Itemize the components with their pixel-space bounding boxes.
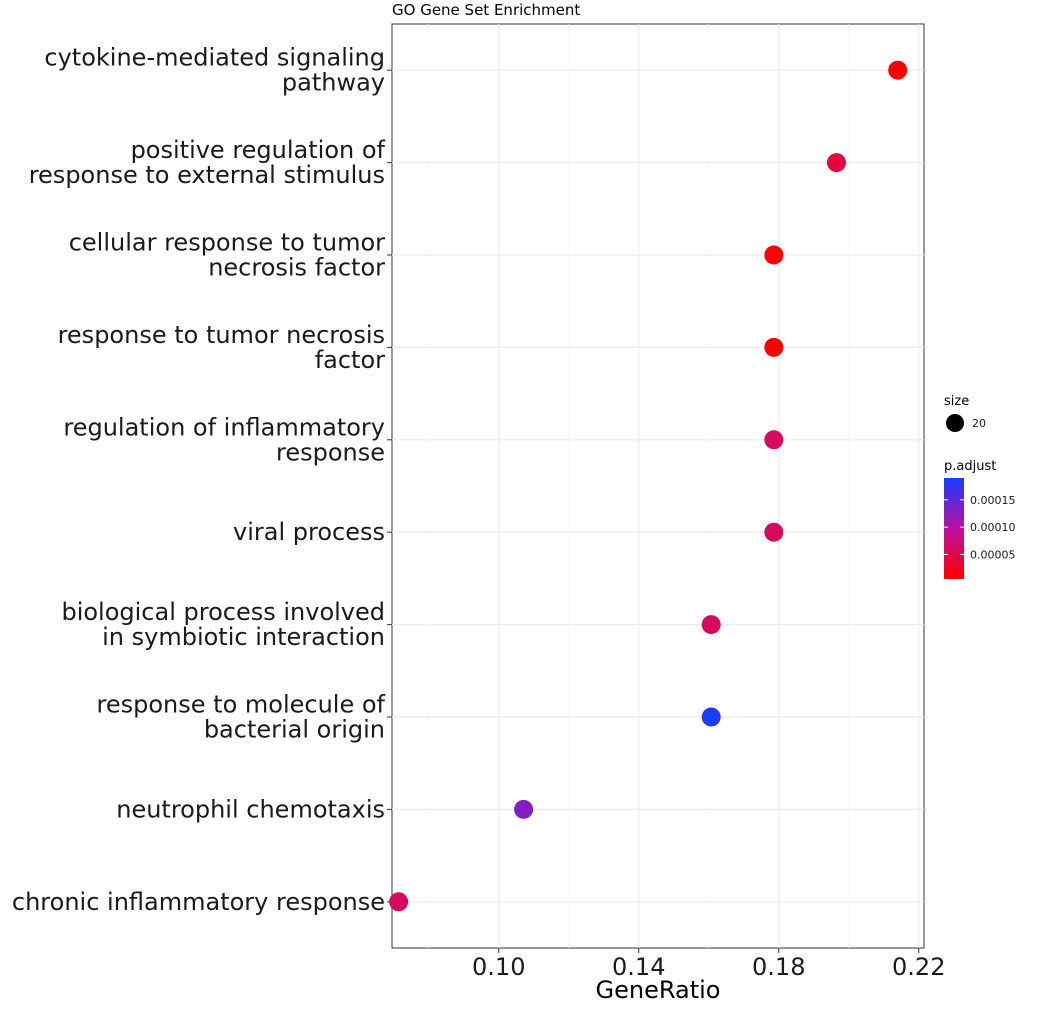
- legend-size-point: [946, 414, 964, 432]
- colorbar-tick-label: 0.00010: [970, 521, 1016, 534]
- legend-size-title: size: [944, 394, 969, 409]
- y-axis-ticks: [387, 69, 392, 903]
- category-label: neutrophil chemotaxis: [116, 795, 385, 823]
- grid-lines: [392, 24, 924, 948]
- legend-colorbar-ticks: 0.00015 0.00010 0.00005: [944, 494, 1016, 561]
- data-point: [701, 707, 721, 727]
- data-point: [514, 799, 534, 819]
- category-label: positive regulation of response to extern…: [29, 136, 386, 189]
- data-point: [827, 153, 846, 173]
- category-label: biological process involved in symbiotic …: [61, 598, 385, 651]
- data-point: [764, 337, 784, 357]
- x-tick-label: 0.22: [892, 953, 945, 981]
- colorbar-tick-label: 0.00015: [970, 494, 1016, 507]
- chart-title: GO Gene Set Enrichment: [392, 1, 580, 19]
- category-label: viral process: [233, 518, 385, 546]
- y-axis-labels: cytokine-mediated signaling pathway positi…: [12, 44, 386, 916]
- category-label: chronic inflammatory response: [12, 888, 385, 916]
- plot-panel: [391, 23, 925, 949]
- data-point: [888, 60, 908, 80]
- x-tick-label: 0.18: [752, 953, 805, 981]
- data-point: [701, 615, 721, 635]
- legend-colorbar: [944, 478, 964, 579]
- category-label: regulation of inflammatory response: [63, 413, 385, 466]
- category-label: cytokine-mediated signaling pathway: [44, 44, 385, 97]
- data-points: [389, 60, 908, 912]
- colorbar-tick-label: 0.00005: [970, 548, 1016, 561]
- category-label: response to tumor necrosis factor: [58, 321, 386, 374]
- category-label: response to molecule of bacterial origin: [97, 691, 386, 744]
- x-axis-title: GeneRatio: [596, 976, 721, 1004]
- legend: size 20 p.adjust 0.00015 0.00010 0.00005: [944, 394, 1016, 579]
- category-label: cellular response to tumor necrosis facto…: [69, 229, 385, 282]
- data-point: [764, 430, 784, 450]
- data-point: [764, 522, 784, 542]
- x-tick-label: 0.14: [612, 953, 665, 981]
- x-axis-ticks: 0.10 0.14 0.18 0.22: [472, 948, 945, 981]
- legend-color-title: p.adjust: [944, 459, 996, 474]
- data-point: [764, 245, 784, 265]
- legend-size-label: 20: [972, 417, 986, 430]
- x-tick-label: 0.10: [472, 953, 525, 981]
- data-point: [389, 892, 409, 912]
